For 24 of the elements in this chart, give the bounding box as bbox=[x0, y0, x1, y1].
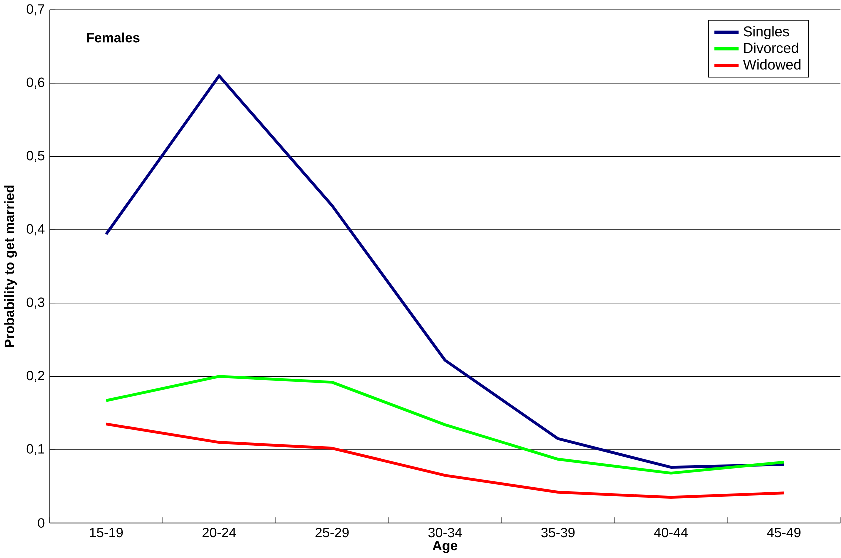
legend-label: Widowed bbox=[743, 60, 801, 70]
legend-label: Singles bbox=[744, 26, 790, 40]
y-tick-label: 0,7 bbox=[26, 4, 44, 16]
y-tick-label: 0,1 bbox=[26, 444, 44, 456]
x-tick-label: 25-29 bbox=[316, 528, 349, 538]
x-tick-label: 15-19 bbox=[90, 528, 124, 538]
x-tick-label: 35-39 bbox=[542, 528, 575, 538]
y-tick-label: 0,3 bbox=[26, 298, 45, 309]
x-tick-label: 45-49 bbox=[767, 528, 801, 538]
x-tick-label: 30-34 bbox=[428, 528, 462, 538]
annotation: Females bbox=[87, 32, 140, 43]
y-tick-label: 0,6 bbox=[26, 78, 45, 90]
legend-label: Divorced bbox=[744, 42, 798, 54]
y-axis-title: Probability to get married bbox=[4, 186, 18, 348]
x-tick-label: 20-24 bbox=[202, 528, 236, 538]
x-axis-title: Age bbox=[432, 541, 458, 554]
x-tick-label: 40-44 bbox=[654, 528, 688, 538]
y-tick-label: 0 bbox=[38, 518, 45, 528]
line-series bbox=[104, 422, 786, 500]
y-tick-label: 0,2 bbox=[26, 371, 44, 382]
line-series bbox=[104, 375, 786, 475]
y-tick-label: 0,5 bbox=[26, 151, 45, 162]
line-series bbox=[104, 74, 786, 470]
y-tick-label: 0,4 bbox=[26, 224, 45, 236]
